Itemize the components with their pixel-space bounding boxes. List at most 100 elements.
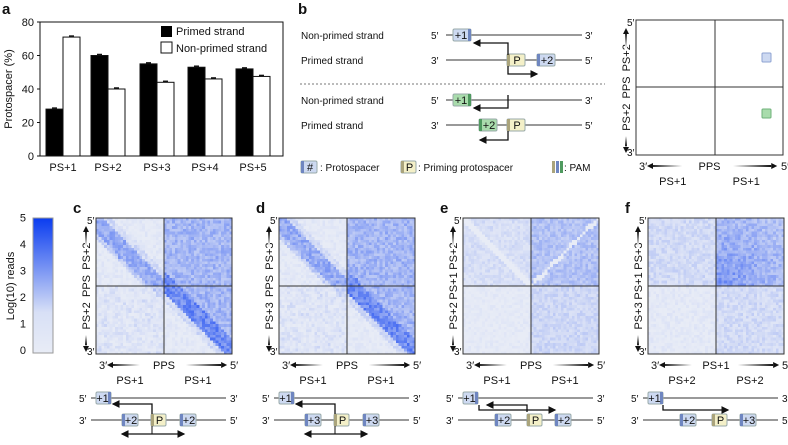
legend-non-primed: Non-primed strand <box>176 43 267 55</box>
box-label: +1 <box>455 95 468 107</box>
priming-protospacer-box: P <box>333 413 350 427</box>
protospacer-box: +2 <box>494 413 512 427</box>
protospacer-box: +2 <box>679 413 697 427</box>
strand-end: 5′ <box>431 96 439 107</box>
heatmap-d <box>279 218 415 354</box>
colorbar-gradient <box>32 217 54 354</box>
arrow-up-head <box>266 226 272 232</box>
strand-end: 3′ <box>782 394 788 405</box>
pam-mark <box>305 414 308 426</box>
y-label-bottom: PS+3 <box>633 302 645 329</box>
arrow-left-head <box>659 362 665 368</box>
box-label: P <box>406 162 413 174</box>
strand-diagram-d: 5′ 3′ 3′ 5′ +1 +3 P +3 <box>262 391 421 438</box>
strand-end: 5′ <box>782 416 788 427</box>
y-label-mid: PS+1 <box>633 272 645 299</box>
arrow-down <box>625 136 627 147</box>
arrow <box>111 400 153 414</box>
priming-protospacer-box: P <box>526 413 543 427</box>
colorbar: Log(10) reads 0 1 2 3 4 5 <box>5 213 54 357</box>
legend-priming: : Priming protospacer <box>418 163 514 174</box>
protospacer-box: +3 <box>304 413 322 427</box>
strand-end: 5′ <box>585 121 593 132</box>
row-label: Non-primed strand <box>301 96 384 107</box>
arrow-down-head <box>623 147 629 153</box>
box-label: +2 <box>683 415 696 427</box>
box-label: P <box>513 55 520 67</box>
arrow-right-head <box>773 362 780 368</box>
arrow-right <box>185 364 222 366</box>
arrow-left <box>110 364 140 366</box>
colorbar-tick: 5 <box>20 213 26 225</box>
arrow-right-head <box>221 362 228 368</box>
panel-label-b: b <box>298 1 307 18</box>
box-label: +2 <box>541 55 554 67</box>
axis-5prime: 5′ <box>230 360 238 372</box>
arrow-to-plus2 <box>478 131 509 144</box>
axis-5prime: 5′ <box>413 360 421 372</box>
strand-end: 3′ <box>431 121 439 132</box>
pam-mark <box>507 54 510 66</box>
protospacer-box: +2 <box>536 53 556 67</box>
strand-diagram-c: 5′ 3′ 3′ 5′ +1 +2 P +2 <box>79 391 238 438</box>
box-label: +1 <box>96 393 109 405</box>
arrow-left <box>662 364 692 366</box>
arrow-up <box>268 230 270 247</box>
legend-primed: Primed strand <box>176 26 244 38</box>
axis-3prime: 3′ <box>99 360 107 372</box>
axis-5prime: 5′ <box>782 360 788 372</box>
box-label: +1 <box>463 393 476 405</box>
y-tick-label: 60 <box>22 51 34 63</box>
axis-3prime: 3′ <box>87 347 95 358</box>
heatmap-e <box>463 218 599 354</box>
arrow-down <box>452 334 454 346</box>
strand-diagram-e: 5′ 3′ 3′ 5′ +1 +2 P +2 <box>446 391 605 427</box>
bar-primed-PS+5 <box>235 68 254 157</box>
axis-5prime: 5′ <box>270 216 278 227</box>
legend-protospacer: : Protospacer <box>320 163 380 174</box>
priming-protospacer-box: P <box>506 53 526 67</box>
x-tick-label: PS+3 <box>143 162 170 174</box>
box-label: P <box>513 120 520 132</box>
pam-mark <box>468 94 471 106</box>
protospacer-box: # <box>300 160 318 174</box>
protospacer-box: +1 <box>278 391 295 405</box>
bar-non-primed-PS+3 <box>156 81 175 157</box>
bar-non-primed-PS+4 <box>204 78 223 157</box>
arrow-right-head <box>771 163 778 169</box>
x-label-left: PS+1 <box>659 176 686 188</box>
arrow <box>478 405 557 414</box>
legend: #: Protospacer P: Priming protospacer: PA… <box>300 160 590 174</box>
pam-swatch <box>552 161 555 173</box>
x-label-right: PS+1 <box>733 176 760 188</box>
pam-mark <box>507 119 510 131</box>
arrow-right <box>368 364 405 366</box>
heatmap-c <box>96 218 232 354</box>
protospacer-box: +3 <box>739 413 757 427</box>
strand-labels: Non-primed strand Primed strand Non-prim… <box>301 31 384 132</box>
axis-3prime: 3′ <box>270 347 278 358</box>
axis-3prime: 3′ <box>639 347 647 358</box>
x-label-left: PS+1 <box>299 375 326 387</box>
arrow-up <box>625 32 627 49</box>
x-label-mid: PPS <box>336 360 358 372</box>
x-label-left: PS+2 <box>668 375 695 387</box>
arrow-down <box>637 334 639 346</box>
box-label: P <box>717 415 724 427</box>
pam-mark <box>151 414 154 426</box>
pam-mark <box>479 119 482 131</box>
priming-protospacer-box: P <box>711 413 728 427</box>
strand-end: 5′ <box>79 394 87 405</box>
y-axis-title: Protospacer (%) <box>3 49 15 128</box>
colorbar-tick: 0 <box>20 345 26 357</box>
y-label-bottom: PS+2 <box>448 302 460 329</box>
pam-mark <box>363 414 366 426</box>
y-label-bottom: PS+2 <box>81 302 93 329</box>
row-label: Primed strand <box>301 121 363 132</box>
arrow <box>294 400 336 414</box>
box-label: P <box>339 415 346 427</box>
bar-non-primed-PS+1 <box>62 36 81 157</box>
arrow-right <box>552 364 589 366</box>
x-label-right: PS+1 <box>551 375 578 387</box>
